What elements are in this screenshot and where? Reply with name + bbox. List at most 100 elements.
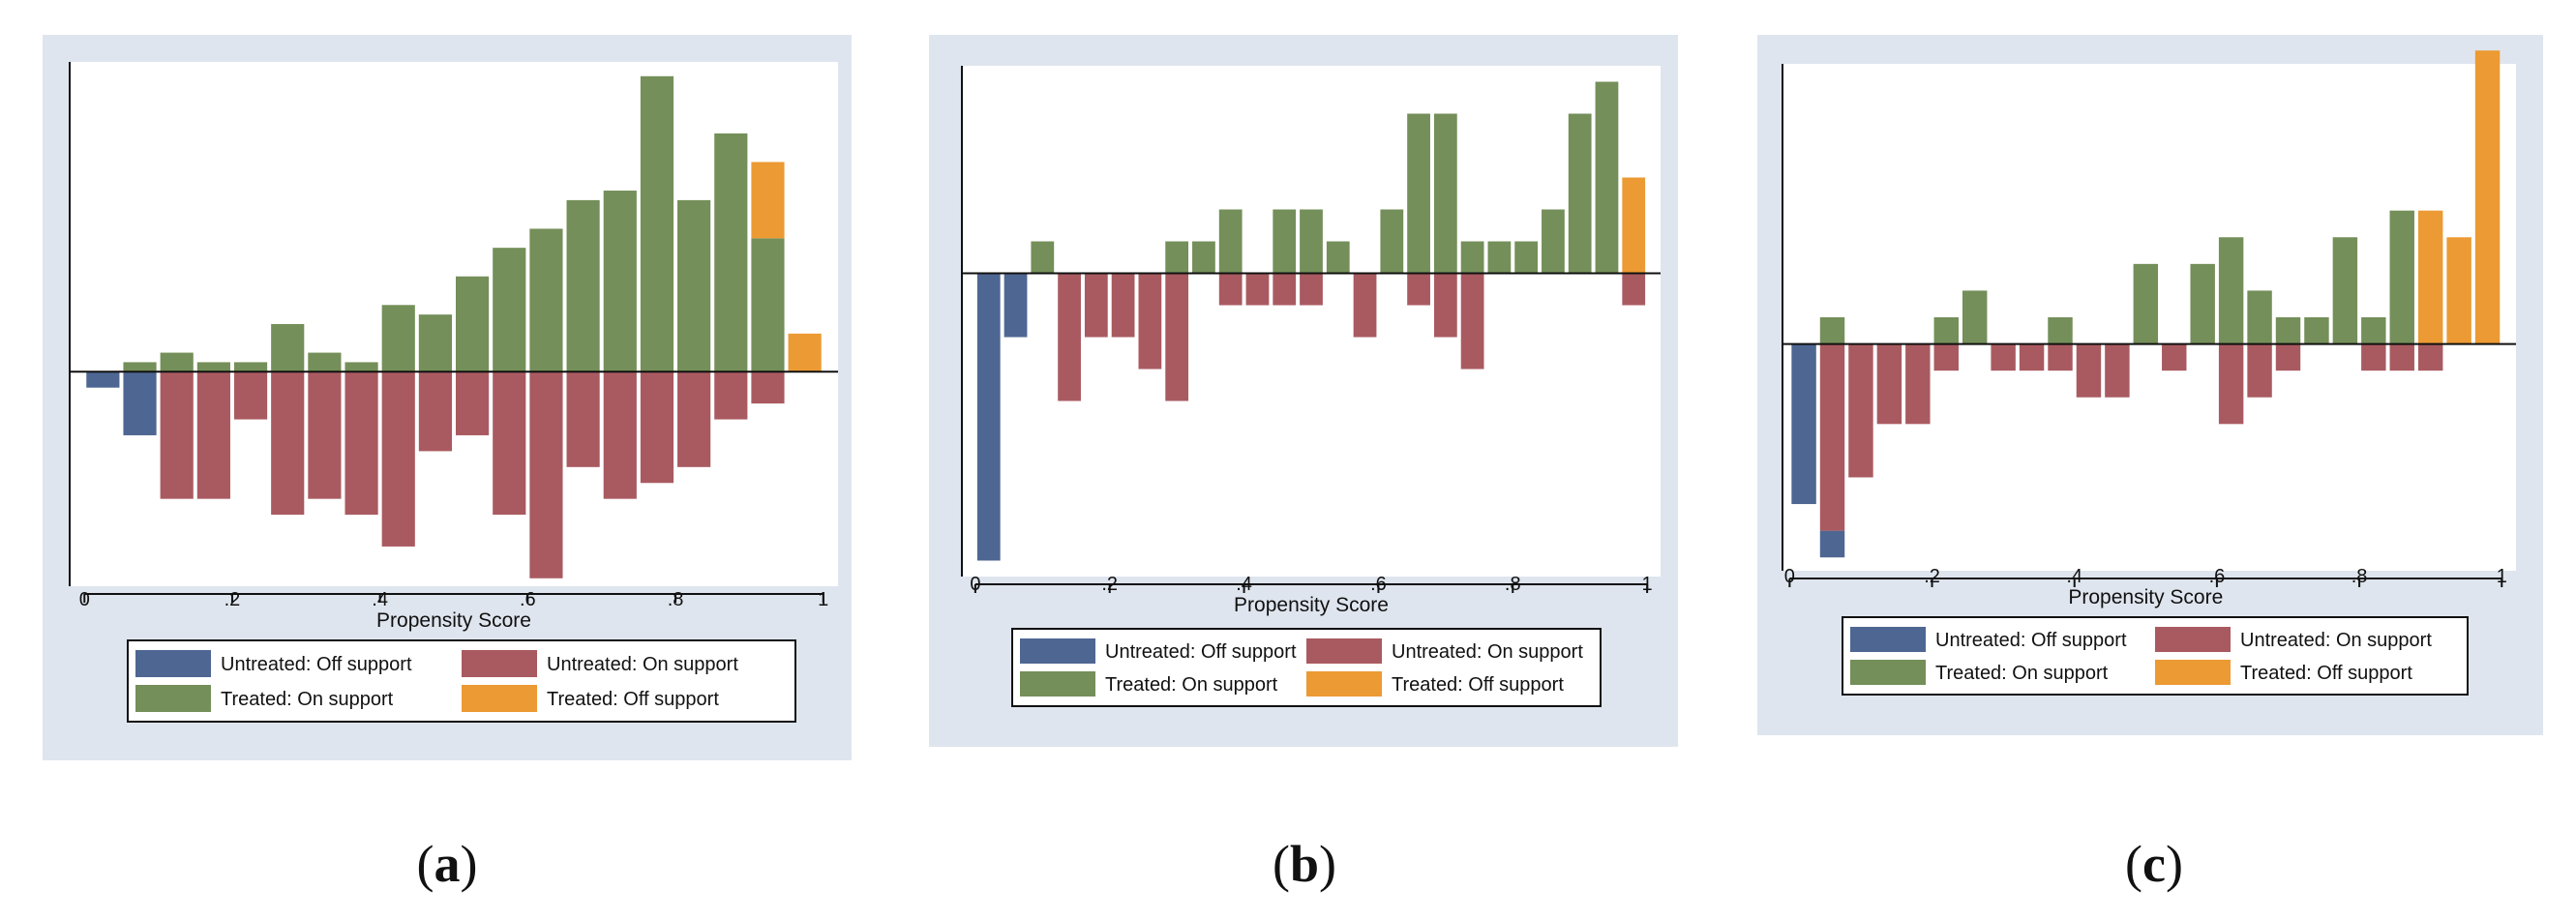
x-tick-label: .8 xyxy=(668,589,684,610)
x-tick-label: .4 xyxy=(1236,574,1252,595)
legend-label: Treated: Off support xyxy=(2240,663,2412,684)
bar xyxy=(714,371,748,420)
bar xyxy=(233,371,268,420)
legend-label: Treated: Off support xyxy=(1392,674,1564,696)
bar xyxy=(1819,343,1845,531)
legend: Untreated: Off support Untreated: On supp… xyxy=(1842,616,2469,696)
x-tick-label: .8 xyxy=(1505,574,1521,595)
x-tick-label: 0 xyxy=(1784,566,1795,587)
bar xyxy=(1218,273,1243,306)
bar xyxy=(1138,273,1162,370)
bar xyxy=(418,314,452,372)
bar xyxy=(1300,209,1323,274)
series-treated-off-support xyxy=(1622,177,1646,274)
chart-b: 0 .2 .4 .6 .8 1 Propensity Score Untreated: Off… xyxy=(961,66,1661,707)
legend-swatch xyxy=(1020,638,1095,664)
bar xyxy=(1433,113,1457,274)
bar xyxy=(2076,343,2102,398)
x-tick-label: .2 xyxy=(1101,574,1118,595)
bar xyxy=(1218,209,1243,274)
bar xyxy=(1407,113,1430,274)
bar xyxy=(1991,343,2016,371)
x-tick-label: .6 xyxy=(1370,574,1387,595)
bar xyxy=(566,371,600,467)
bar xyxy=(1326,241,1350,274)
legend-label: Untreated: Off support xyxy=(1105,641,1297,663)
bar xyxy=(529,228,563,372)
x-tick-label: .4 xyxy=(372,589,388,610)
bar xyxy=(1791,343,1816,505)
bar xyxy=(1819,530,1845,558)
bar xyxy=(381,371,415,547)
bar xyxy=(493,248,526,372)
legend-label: Treated: On support xyxy=(1935,663,2109,684)
legend-swatch xyxy=(1020,671,1095,697)
bar xyxy=(640,371,674,484)
bar xyxy=(1460,273,1484,370)
legend-label: Untreated: On support xyxy=(2240,630,2432,651)
bar xyxy=(2247,290,2272,344)
bar xyxy=(271,324,305,372)
bar xyxy=(344,371,378,516)
bar xyxy=(1380,209,1404,274)
bar xyxy=(1514,241,1539,274)
legend-label: Treated: On support xyxy=(221,689,394,710)
bar xyxy=(1273,209,1297,274)
chart-a: 0 .2 .4 .6 .8 1 Propensity Score Untreated: Off… xyxy=(69,62,838,723)
legend-label: Untreated: On support xyxy=(1392,641,1583,663)
bar xyxy=(2417,343,2443,371)
bar xyxy=(751,238,785,372)
legend-treated-on-support: Treated: On support xyxy=(135,685,394,712)
legend-swatch xyxy=(135,650,211,677)
bar xyxy=(123,362,157,372)
bar xyxy=(160,371,194,499)
bar xyxy=(751,371,785,404)
bar xyxy=(603,191,637,372)
legend-label: Untreated: On support xyxy=(547,654,738,675)
bar xyxy=(271,371,305,516)
bar xyxy=(1300,273,1323,306)
bar xyxy=(677,371,711,467)
bar xyxy=(418,371,452,452)
legend-label: Untreated: Off support xyxy=(1935,630,2127,651)
series-treated-on-support xyxy=(123,75,785,372)
bar xyxy=(2162,343,2187,371)
bar xyxy=(160,352,194,372)
bar xyxy=(2247,343,2272,398)
legend-untreated-off-support: Untreated: Off support xyxy=(1850,627,2127,652)
legend-swatch xyxy=(2155,627,2231,652)
bar xyxy=(2361,343,2386,371)
legend: Untreated: Off support Untreated: On supp… xyxy=(127,639,796,723)
series-untreated-off-support xyxy=(86,371,157,435)
bar xyxy=(2361,317,2386,344)
bar xyxy=(1165,273,1189,401)
legend-swatch xyxy=(462,650,537,677)
legend-label: Treated: On support xyxy=(1105,674,1278,696)
bar xyxy=(1192,241,1215,274)
legend-treated-off-support: Treated: Off support xyxy=(2155,660,2412,685)
bar xyxy=(603,371,637,499)
x-tick-label: .6 xyxy=(520,589,536,610)
bar xyxy=(1245,273,1270,306)
legend-untreated-off-support: Untreated: Off support xyxy=(1020,638,1297,664)
bar xyxy=(2389,343,2414,371)
legend-swatch xyxy=(135,685,211,712)
chart-panel-a: 0 .2 .4 .6 .8 1 Propensity Score Untreated: Off… xyxy=(43,35,852,760)
legend-treated-on-support: Treated: On support xyxy=(1850,660,2109,685)
legend-swatch xyxy=(2155,660,2231,685)
series-untreated-on-support xyxy=(160,371,785,578)
x-tick-label: 1 xyxy=(818,589,828,610)
x-tick-label: .2 xyxy=(1924,566,1940,587)
bar xyxy=(1568,113,1592,274)
bar xyxy=(344,362,378,372)
bar xyxy=(566,199,600,372)
bar xyxy=(751,162,785,239)
legend-untreated-on-support: Untreated: On support xyxy=(1306,638,1583,664)
bar xyxy=(381,305,415,372)
bar xyxy=(1622,273,1646,306)
bar xyxy=(1487,241,1512,274)
bar xyxy=(308,371,342,499)
legend-label: Treated: Off support xyxy=(547,689,719,710)
bar xyxy=(456,276,490,372)
bar xyxy=(1962,290,1988,344)
